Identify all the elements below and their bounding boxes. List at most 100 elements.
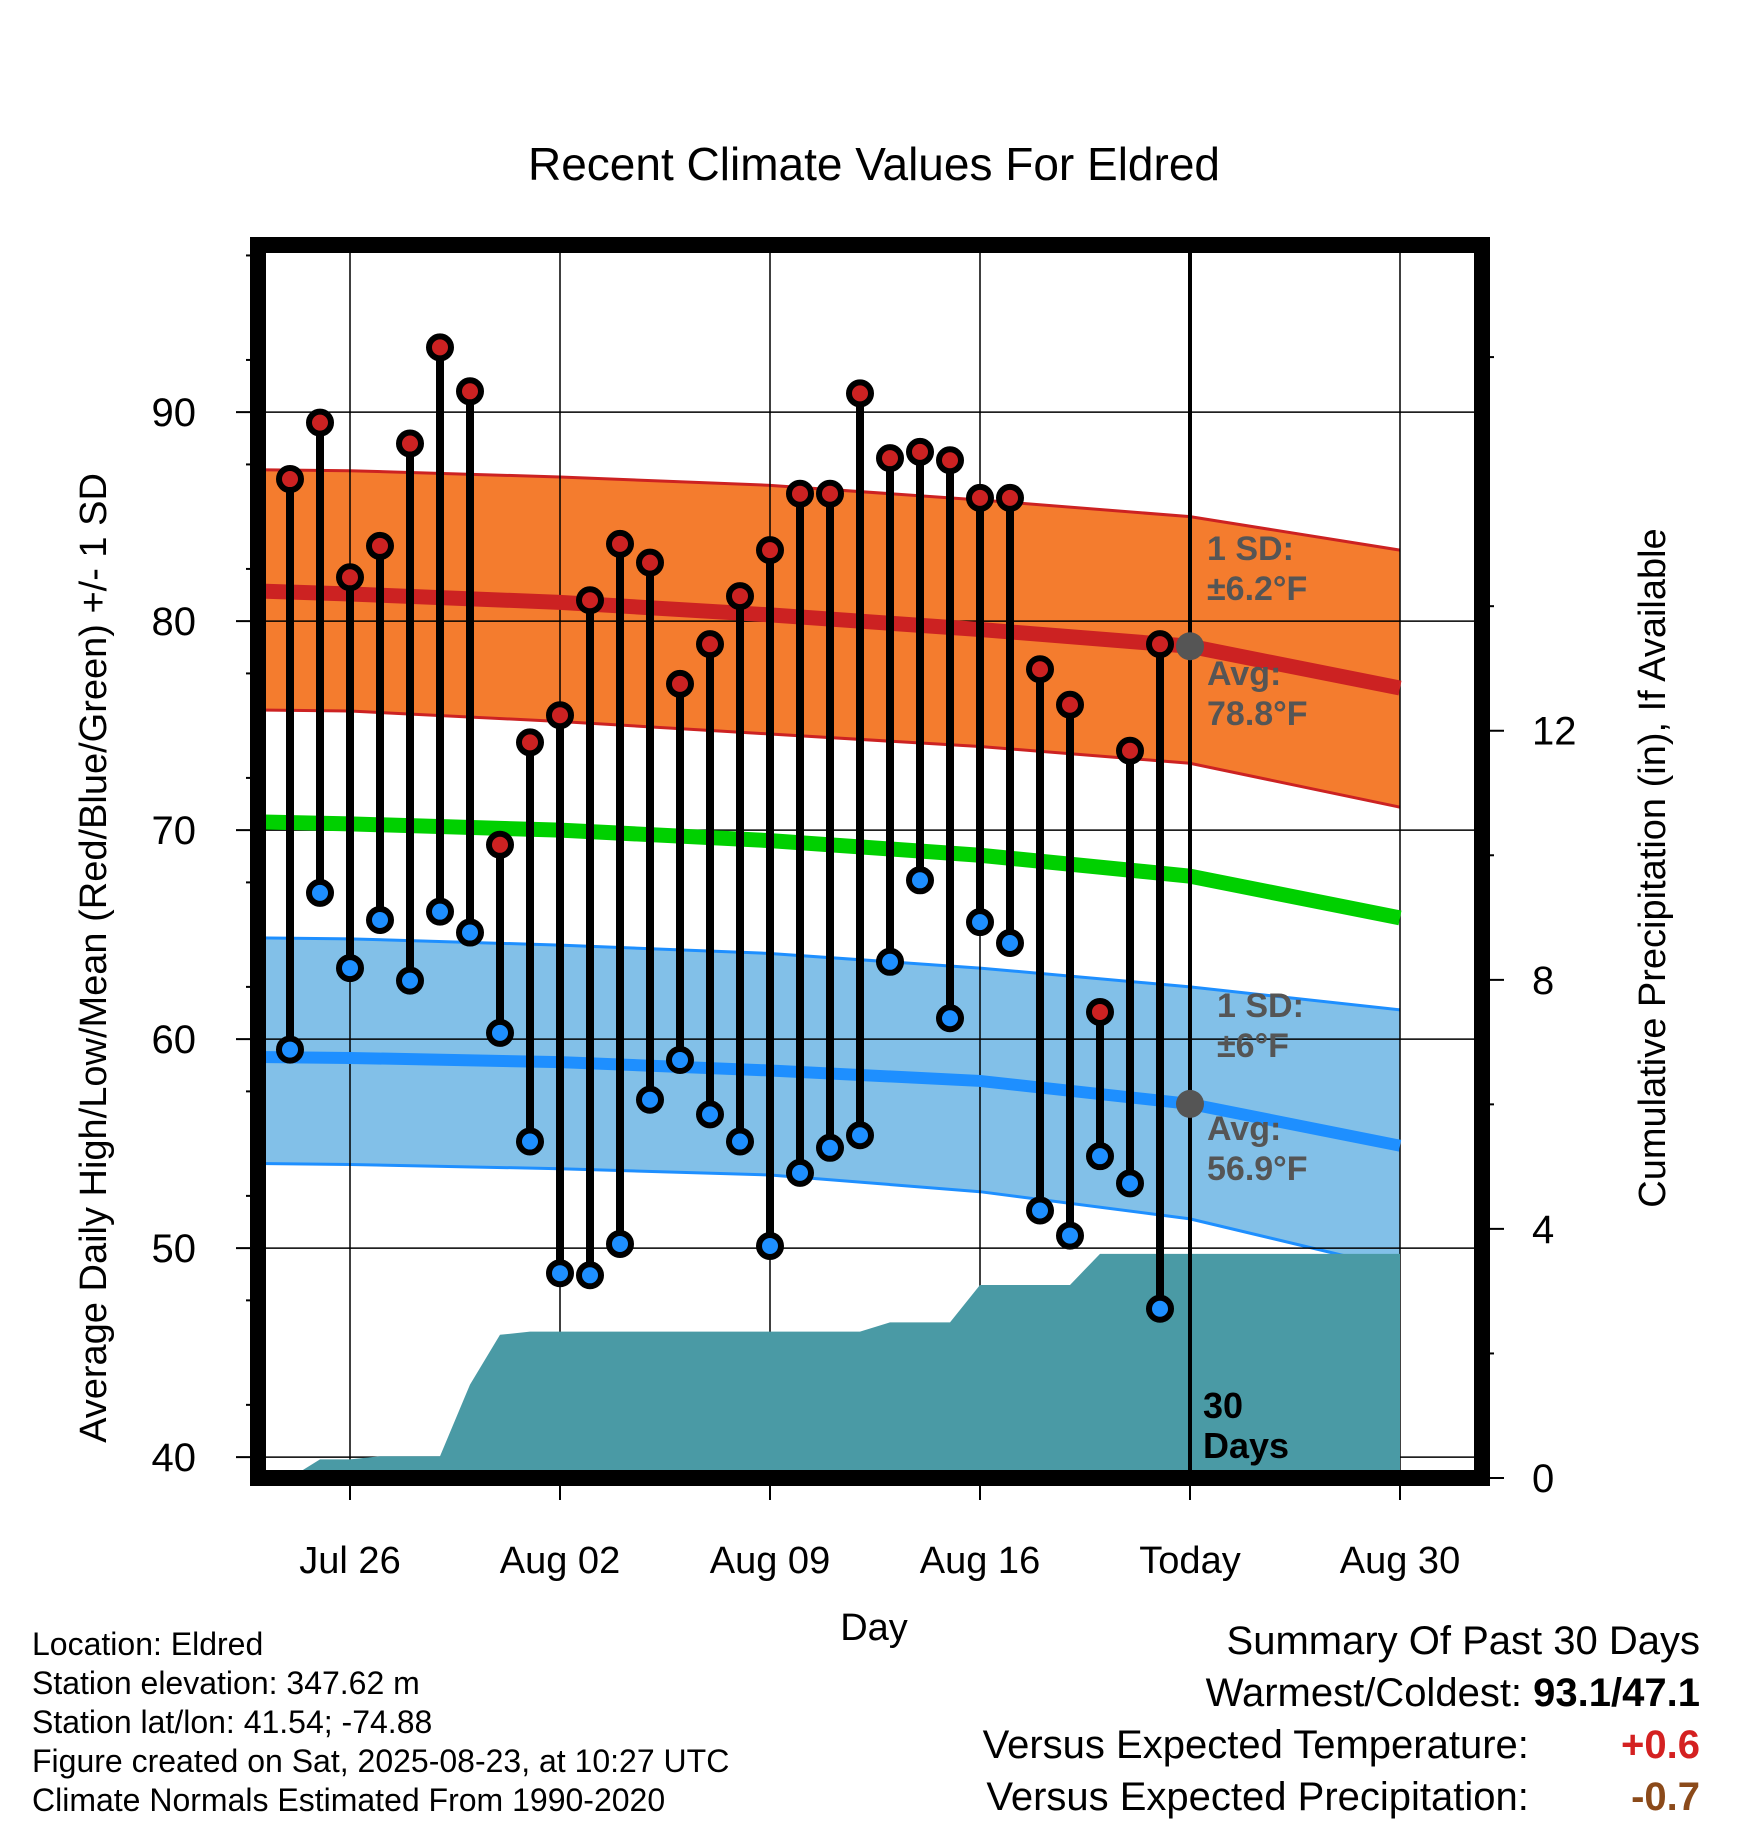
low-sd-annotation-line-0: 1 SD:	[1217, 987, 1304, 1025]
low-avg-annotation-line-0: Avg:	[1207, 1110, 1281, 1148]
low-point-20	[876, 947, 904, 976]
station-info: Location: Eldred Station elevation: 347.…	[32, 1625, 729, 1820]
high-point-29	[1146, 630, 1174, 659]
high-point-8	[516, 728, 544, 757]
high-point-14	[696, 630, 724, 659]
y2-tick-label-0: 0	[1532, 1457, 1554, 1501]
y-tick-label-80: 80	[152, 600, 197, 644]
x-tick-label--14: Aug 09	[710, 1540, 830, 1582]
low-point-15	[726, 1127, 754, 1156]
high-point-6	[456, 377, 484, 406]
low-point-6	[456, 918, 484, 947]
low-point-14	[696, 1100, 724, 1129]
high-point-17	[786, 479, 814, 508]
low-point-18	[816, 1133, 844, 1162]
low-avg-annotation-line-1: 56.9°F	[1207, 1150, 1308, 1188]
high-point-7	[486, 830, 514, 859]
high-avg-annotation-line-1: 78.8°F	[1207, 695, 1308, 733]
low-point-17	[786, 1158, 814, 1187]
high-sd-annotation-line-1: ±6.2°F	[1207, 570, 1307, 608]
low-point-2	[336, 954, 364, 983]
low-point-12	[636, 1085, 664, 1114]
precip-dev-label: Versus Expected Precipitation:	[986, 1775, 1529, 1819]
high-point-9	[546, 701, 574, 730]
precip-dev-row: Versus Expected Precipitation: -0.7	[983, 1771, 1700, 1823]
high-point-24	[996, 483, 1024, 512]
y-tick-label-40: 40	[152, 1436, 197, 1480]
high-point-20	[876, 444, 904, 473]
precipitation-area	[258, 1253, 1400, 1478]
high-point-10	[576, 586, 604, 615]
axes: 40 50 60 70 80 90 0 4 8 12 Jul 26 Aug 02 Aug 09 Aug 1…	[152, 254, 1577, 1582]
low-point-21	[906, 866, 934, 895]
low-point-11	[606, 1229, 634, 1258]
low-sd-annotation-line-1: ±6°F	[1217, 1027, 1289, 1065]
low-point-28	[1116, 1169, 1144, 1198]
x-axis-label: Day	[840, 1607, 908, 1649]
plot-border	[250, 237, 1490, 1486]
y2-axis-label: Cumulative Precipitation (in), If Availa…	[1632, 528, 1674, 1207]
low-point-1	[306, 878, 334, 907]
high-point-23	[966, 483, 994, 512]
temp-dev-label: Versus Expected Temperature:	[982, 1723, 1529, 1767]
window-annotation-line-1: Days	[1203, 1425, 1289, 1466]
high-point-5	[426, 333, 454, 362]
normals-text: Climate Normals Estimated From 1990-2020	[32, 1782, 666, 1818]
high-point-0	[276, 465, 304, 494]
low-point-25	[1026, 1196, 1054, 1225]
today-high-normal-marker	[1176, 632, 1204, 661]
warm-cold-value: 93.1/47.1	[1533, 1671, 1700, 1715]
low-point-19	[846, 1121, 874, 1150]
high-point-22	[936, 446, 964, 475]
low-point-4	[396, 966, 424, 995]
high-point-4	[396, 429, 424, 458]
x-tick-label-7: Aug 30	[1340, 1540, 1460, 1582]
low-point-16	[756, 1232, 784, 1261]
low-point-22	[936, 1004, 964, 1033]
low-point-0	[276, 1035, 304, 1064]
chart-title: Recent Climate Values For Eldred	[528, 138, 1220, 190]
warm-cold-label: Warmest/Coldest:	[1205, 1671, 1523, 1715]
high-point-13	[666, 669, 694, 698]
x-tick-label--21: Aug 02	[500, 1540, 620, 1582]
x-tick-label-0: Today	[1139, 1540, 1240, 1582]
low-point-10	[576, 1261, 604, 1290]
low-point-29	[1146, 1294, 1174, 1323]
daily-observations	[276, 333, 1204, 1323]
precip-area	[258, 1253, 1400, 1478]
high-point-25	[1026, 655, 1054, 684]
high-point-28	[1116, 736, 1144, 765]
high-point-11	[606, 529, 634, 558]
latlon-text: Station lat/lon: 41.54; -74.88	[32, 1704, 433, 1740]
low-point-26	[1056, 1221, 1084, 1250]
temp-dev-row: Versus Expected Temperature: +0.6	[983, 1719, 1700, 1771]
created-text: Figure created on Sat, 2025-08-23, at 10…	[32, 1743, 730, 1779]
y-tick-label-60: 60	[152, 1018, 197, 1062]
temp-dev-value: +0.6	[1621, 1723, 1700, 1767]
x-tick-label--28: Jul 26	[299, 1540, 400, 1582]
y-tick-label-50: 50	[152, 1227, 197, 1271]
high-point-1	[306, 408, 334, 437]
high-point-16	[756, 536, 784, 565]
high-point-19	[846, 379, 874, 408]
high-point-21	[906, 437, 934, 466]
precip-dev-value: -0.7	[1631, 1775, 1700, 1819]
low-point-9	[546, 1259, 574, 1288]
y-axis-label: Average Daily High/Low/Mean (Red/Blue/Gr…	[73, 473, 115, 1443]
location-text: Location: Eldred	[32, 1626, 264, 1662]
warm-cold-row: Warmest/Coldest: 93.1/47.1	[983, 1667, 1700, 1719]
high-sd-annotation-line-0: 1 SD:	[1207, 530, 1294, 568]
normal-mean-line	[258, 814, 1402, 926]
summary-panel: Summary Of Past 30 Days Warmest/Coldest:…	[983, 1615, 1700, 1823]
low-point-23	[966, 908, 994, 937]
y-tick-label-90: 90	[152, 391, 197, 435]
high-avg-annotation-line-0: Avg:	[1207, 655, 1281, 693]
plot-frame	[250, 237, 1490, 1486]
y2-tick-label-8: 8	[1532, 959, 1554, 1003]
low-point-5	[426, 897, 454, 926]
y2-tick-label-12: 12	[1532, 710, 1577, 754]
low-point-27	[1086, 1142, 1114, 1171]
high-point-18	[816, 479, 844, 508]
high-point-27	[1086, 997, 1114, 1026]
